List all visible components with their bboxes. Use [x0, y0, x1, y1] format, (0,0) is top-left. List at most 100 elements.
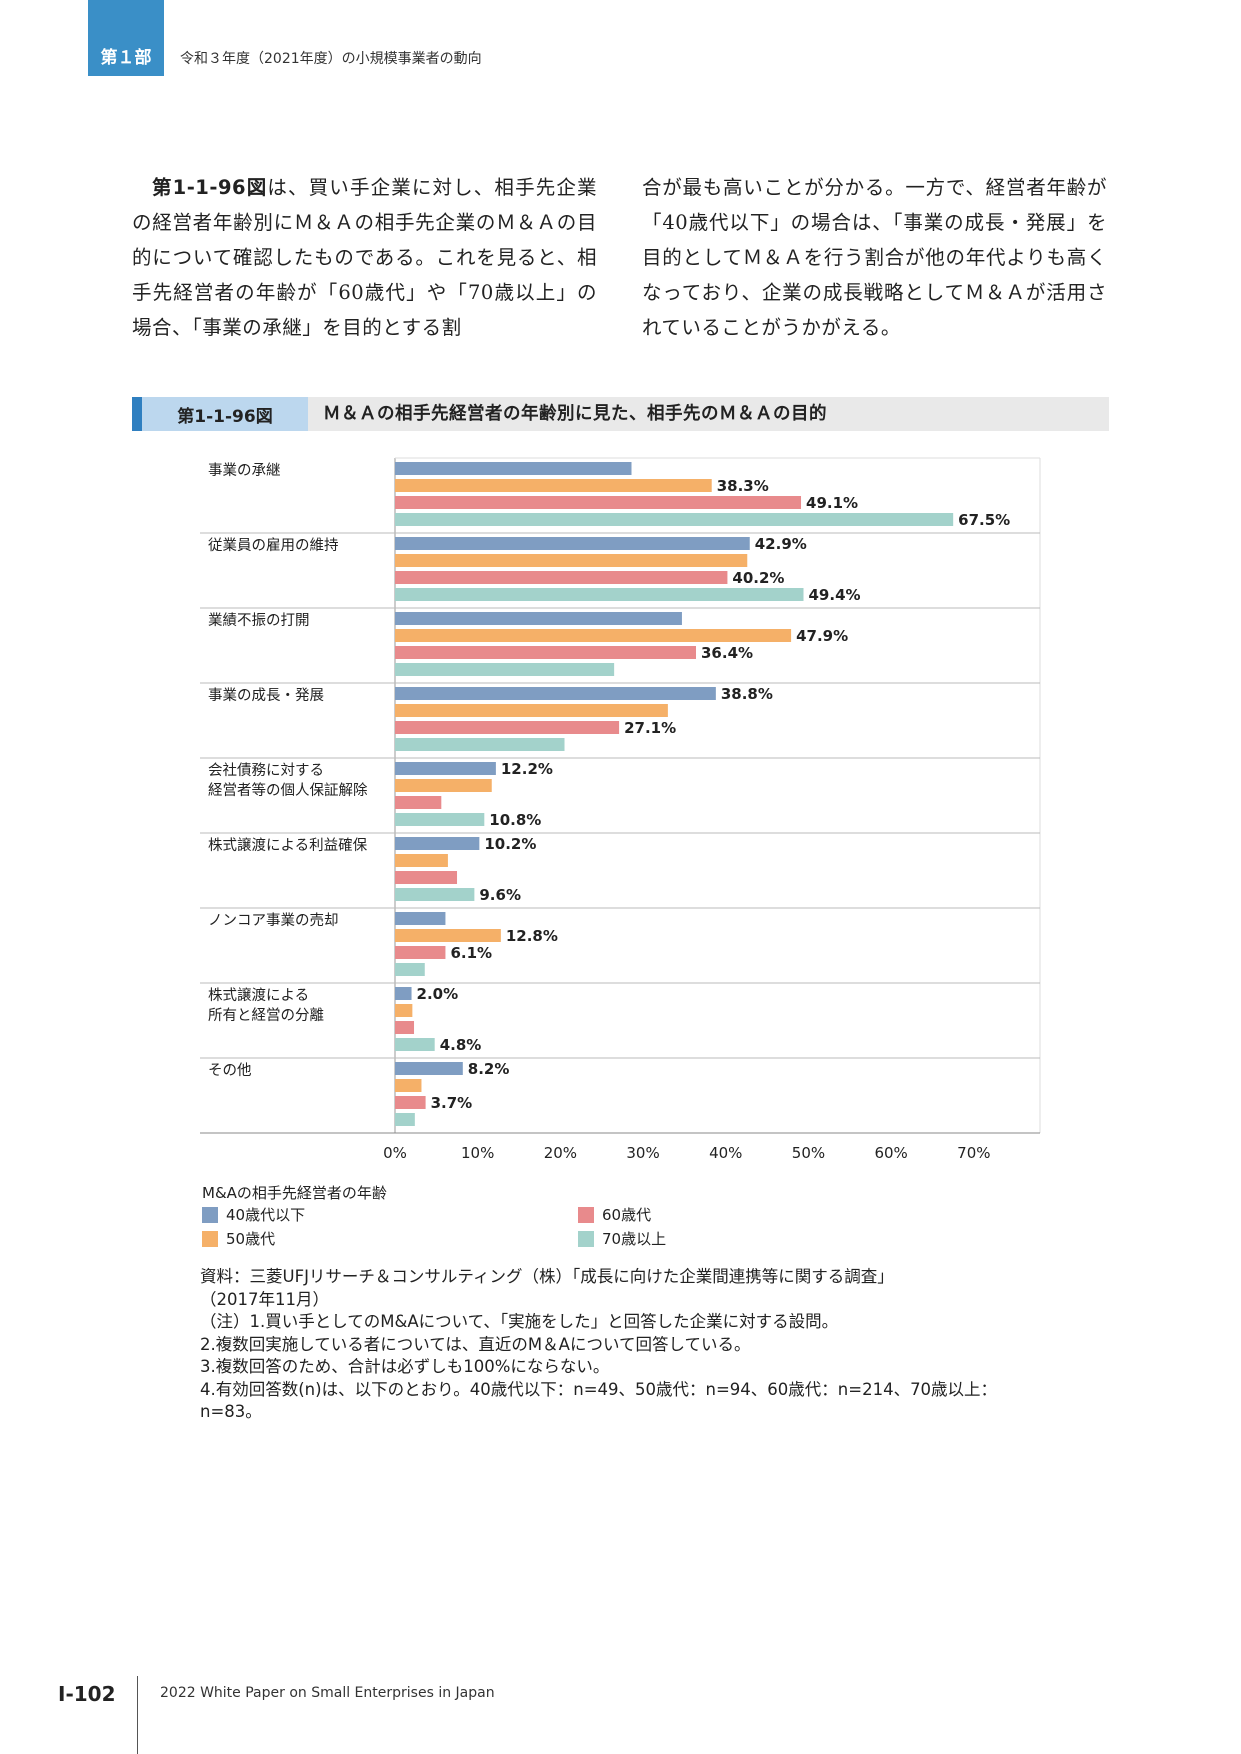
bar [395, 837, 480, 850]
source-date: （2017年11月） [200, 1289, 329, 1309]
page-number: I-102 [58, 1682, 116, 1706]
note-1: （注）1.買い手としてのM&Aについて、「実施をした」と回答した企業に対する設問… [200, 1312, 839, 1331]
bar [395, 1079, 422, 1092]
bar [395, 629, 792, 642]
body-text-left: 第1-1-96図は、買い手企業に対し、相手先企業の経営者年齢別にＭ＆Ａの相手先企… [132, 170, 597, 345]
bar [395, 663, 615, 676]
category-label: 業績不振の打開 [208, 612, 310, 629]
bar-chart: 事業の承継 38.3% 49.1% 67.5% 従業員の雇用の維持 42.9% 40.2% 4… [200, 457, 1041, 1162]
source-line: 資料：三菱UFJリサーチ＆コンサルティング（株）「成長に向けた企業間連携等に関す… [200, 1267, 894, 1286]
data-label: 36.4% [701, 644, 753, 662]
category-label: 株式譲渡による利益確保 [208, 837, 368, 854]
x-tick-label: 0% [383, 1144, 407, 1162]
x-tick-label: 30% [626, 1144, 659, 1162]
footer-title: 2022 White Paper on Small Enterprises in… [160, 1685, 495, 1701]
category-label: 事業の承継 [208, 462, 281, 479]
data-label: 9.6% [479, 886, 521, 904]
bar [395, 854, 448, 867]
body-text-right: 合が最も高いことが分かる。一方で、経営者年齢が「40歳代以下」の場合は、「事業の… [642, 176, 1107, 339]
bar [395, 588, 804, 601]
bar [395, 537, 750, 550]
legend-item-60s: 60歳代 [578, 1204, 651, 1225]
x-tick-label: 60% [874, 1144, 907, 1162]
figure-title-accent [132, 397, 142, 431]
bar [395, 912, 446, 925]
bar [395, 1004, 413, 1017]
bar [395, 738, 565, 751]
bar [395, 779, 492, 792]
bar [395, 496, 802, 509]
note-3: 3.複数回答のため、合計は必ずしも100%にならない。 [200, 1357, 610, 1376]
data-label: 47.9% [796, 627, 848, 645]
data-label: 49.4% [809, 586, 861, 604]
legend-label: 50歳代 [226, 1230, 276, 1248]
data-label: 8.2% [468, 1060, 510, 1078]
data-label: 38.3% [717, 477, 769, 495]
category-label: 株式譲渡による [208, 987, 309, 1004]
category-label: 経営者等の個人保証解除 [208, 781, 368, 799]
bar [395, 721, 620, 734]
legend-swatch [202, 1230, 218, 1247]
category-label: 所有と経営の分離 [208, 1006, 324, 1024]
part-badge: 第１部 [88, 0, 164, 76]
data-label: 12.8% [506, 927, 558, 945]
bar [395, 687, 716, 700]
bar [395, 513, 954, 526]
x-tick-label: 20% [544, 1144, 577, 1162]
bar [395, 813, 485, 826]
note-4: 4.有効回答数(n)は、以下のとおり。40歳代以下：n=49、50歳代：n=94… [200, 1379, 998, 1422]
x-tick-label: 50% [792, 1144, 825, 1162]
bar [395, 646, 696, 659]
x-tick-label: 40% [709, 1144, 742, 1162]
legend-item-50s: 50歳代 [202, 1228, 275, 1249]
data-label: 6.1% [450, 944, 492, 962]
bar [395, 571, 728, 584]
bar [395, 1062, 463, 1075]
bar [395, 987, 412, 1000]
data-label: 42.9% [755, 535, 807, 553]
data-label: 12.2% [501, 760, 553, 778]
data-label: 49.1% [806, 494, 858, 512]
data-label: 40.2% [732, 569, 784, 587]
legend-swatch [578, 1230, 594, 1247]
x-tick-label: 10% [461, 1144, 494, 1162]
data-label: 3.7% [431, 1094, 473, 1112]
bar [395, 704, 668, 717]
legend-item-70s: 70歳以上 [578, 1228, 666, 1249]
note-2: 2.複数回実施している者については、直近のM＆Aについて回答している。 [200, 1334, 751, 1354]
bar [395, 1021, 415, 1034]
data-label: 27.1% [624, 719, 676, 737]
bar [395, 929, 501, 942]
bar [395, 1096, 426, 1109]
data-label: 4.8% [440, 1036, 482, 1054]
figure-reference: 第1-1-96図 [152, 176, 268, 199]
bar [395, 612, 682, 625]
figure-number: 第1-1-96図 [142, 397, 308, 431]
legend-title: M&Aの相手先経営者の年齢 [202, 1184, 387, 1202]
footer-divider [137, 1676, 138, 1754]
bar [395, 762, 496, 775]
data-label: 10.8% [489, 811, 541, 829]
bar [395, 871, 458, 884]
section-title: 令和３年度（2021年度）の小規模事業者の動向 [180, 51, 482, 67]
category-label: 会社債務に対する [208, 762, 324, 779]
figure-title: Ｍ＆Ａの相手先経営者の年齢別に見た、相手先のＭ＆Ａの目的 [323, 404, 827, 424]
source-notes: 資料：三菱UFJリサーチ＆コンサルティング（株）「成長に向けた企業間連携等に関す… [200, 1266, 1040, 1424]
legend-label: 60歳代 [602, 1206, 652, 1224]
category-label: ノンコア事業の売却 [208, 912, 339, 929]
data-label: 2.0% [417, 985, 459, 1003]
legend-label: 40歳代以下 [226, 1206, 306, 1224]
bar [395, 462, 632, 475]
bar [395, 1113, 415, 1126]
bar [395, 888, 475, 901]
body-text-left-content: は、買い手企業に対し、相手先企業の経営者年齢別にＭ＆Ａの相手先企業のＭ＆Ａの目的… [132, 176, 597, 339]
bar [395, 554, 748, 567]
category-label: その他 [208, 1062, 252, 1079]
data-label: 38.8% [721, 685, 773, 703]
bar [395, 963, 425, 976]
bar [395, 479, 712, 492]
category-label: 事業の成長・発展 [208, 687, 324, 704]
legend-item-40s: 40歳代以下 [202, 1204, 305, 1225]
bar [395, 946, 446, 959]
legend-swatch [202, 1206, 218, 1223]
